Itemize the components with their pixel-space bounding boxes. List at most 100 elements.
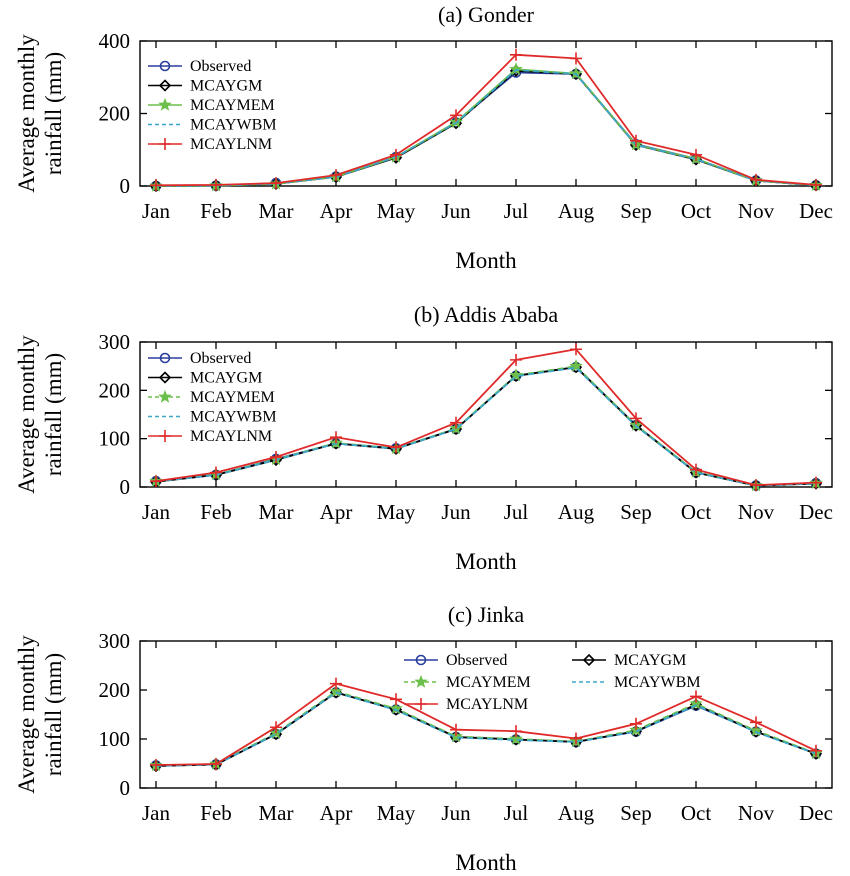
legend-marker-observed	[415, 654, 427, 666]
chart-title: (c) Jinka	[448, 602, 525, 627]
series-mcaylnm	[150, 677, 822, 771]
chart-panel-jinka: (c) Jinka 0 100 200 300 Jan Feb Mar Apr May Jun Jul…	[14, 602, 833, 875]
legend-item-observed: Observed	[148, 350, 251, 367]
legend-label-mcaymem: MCAYMEM	[190, 389, 275, 406]
legend-label-mcaylnm: MCAYLNM	[190, 428, 272, 445]
data-point-mcaylnm-jun	[450, 109, 462, 122]
x-tick-label-feb: Feb	[200, 199, 232, 223]
legend-item-observed: Observed	[404, 652, 507, 669]
series-line-mcaylnm	[155, 682, 817, 766]
y-axis-label: Average monthlyrainfall (mm)	[14, 34, 66, 193]
chart-panel-gonder: (a) Gonder 0 200 400 Jan Feb Mar Apr May Jun Jul Au…	[14, 2, 833, 273]
x-tick-label-oct: Oct	[681, 500, 711, 524]
x-tick-label-jul: Jul	[504, 199, 529, 223]
legend-marker-mcaylnm	[415, 698, 427, 710]
data-point-mcaylnm-jul	[510, 725, 522, 738]
x-tick-label-apr: Apr	[320, 199, 353, 223]
y-axis-label-line: rainfall (mm)	[41, 353, 66, 476]
data-point-mcaylnm-nov	[750, 173, 762, 186]
data-point-mcaylnm-mar	[270, 177, 282, 190]
x-tick-label-aug: Aug	[558, 199, 595, 223]
legend-label-mcaygm: MCAYGM	[190, 370, 262, 387]
data-point-mcaymem-may	[389, 701, 403, 715]
legend-marker-mcaygm	[582, 653, 596, 667]
data-point-mcaymem-jul	[509, 368, 523, 382]
legend-marker-observed	[159, 352, 171, 364]
data-point-mcaylnm-jul	[510, 353, 522, 366]
x-tick-label-may: May	[377, 500, 416, 524]
legend-marker-mcaylnm	[159, 430, 171, 442]
legend-marker-mcaymem	[414, 674, 428, 688]
x-tick-label-feb: Feb	[200, 500, 232, 524]
x-axis-label: Month	[455, 549, 517, 574]
x-tick-label-jul: Jul	[504, 801, 529, 825]
data-point-mcaymem-jul	[509, 731, 523, 745]
x-tick-label-oct: Oct	[681, 801, 711, 825]
data-point-mcaylnm-jan	[150, 179, 162, 192]
plot-area-frame	[139, 341, 833, 488]
data-point-mcaylnm-apr	[330, 431, 342, 444]
legend-item-mcaymem: MCAYMEM	[148, 97, 275, 114]
x-tick-label-jun: Jun	[441, 801, 471, 825]
data-point-mcaylnm-aug	[570, 343, 582, 356]
data-point-mcaylnm-oct	[690, 463, 702, 476]
data-point-mcaylnm-nov	[750, 716, 762, 729]
chart-panel-addis-ababa: (b) Addis Ababa 0 100 200 300 Jan Feb Mar Apr May…	[14, 302, 833, 574]
data-point-mcaylnm-may	[390, 441, 402, 454]
legend-label-observed: Observed	[446, 652, 507, 669]
y-axis-label-line: Average monthly	[14, 635, 39, 794]
data-point-mcaymem-aug	[569, 66, 583, 80]
data-point-mcaymem-jul	[509, 62, 523, 76]
data-point-mcaylnm-dec	[810, 178, 822, 191]
x-tick-label-sep: Sep	[620, 199, 652, 223]
y-tick-label: 0	[120, 475, 131, 499]
x-tick-label-sep: Sep	[620, 801, 652, 825]
x-tick-label-mar: Mar	[259, 199, 294, 223]
legend-label-observed: Observed	[190, 350, 251, 367]
x-axis-label: Month	[455, 850, 517, 875]
data-point-mcaymem-aug	[569, 359, 583, 372]
legend-label-mcaywbm: MCAYWBM	[190, 117, 277, 134]
x-axis-label: Month	[455, 248, 517, 273]
legend-item-mcaygm: MCAYGM	[572, 652, 686, 669]
data-point-mcaymem-apr	[329, 684, 343, 698]
data-point-mcaylnm-dec	[810, 476, 822, 489]
data-point-mcaymem-oct	[689, 696, 703, 710]
x-tick-label-jan: Jan	[142, 199, 170, 223]
data-point-mcaymem-jun	[449, 115, 463, 128]
data-point-mcaylnm-feb	[210, 466, 222, 479]
data-point-mcaylnm-may	[390, 693, 402, 706]
data-point-mcaylnm-nov	[750, 479, 762, 492]
x-tick-label-dec: Dec	[799, 500, 833, 524]
legend-marker-mcaygm	[158, 79, 172, 92]
x-tick-label-oct: Oct	[681, 199, 711, 223]
data-point-mcaylnm-oct	[690, 690, 702, 703]
y-axis-label-line: rainfall (mm)	[41, 653, 66, 776]
data-point-mcaylnm-jun	[450, 416, 462, 429]
series-mcaylnm	[150, 343, 822, 492]
data-point-mcaylnm-sep	[630, 134, 642, 147]
x-tick-label-apr: Apr	[320, 500, 353, 524]
data-point-mcaylnm-jul	[510, 48, 522, 61]
data-point-mcaylnm-dec	[810, 744, 822, 757]
data-point-mcaylnm-sep	[630, 412, 642, 425]
x-tick-label-nov: Nov	[738, 500, 775, 524]
legend-marker-observed	[159, 60, 171, 72]
y-axis-label-line: Average monthly	[14, 335, 39, 494]
series-mcaywbm	[155, 366, 817, 487]
legend-item-mcaylnm: MCAYLNM	[148, 136, 272, 153]
y-tick-label: 100	[99, 727, 131, 751]
legend-marker-mcaygm	[158, 371, 172, 384]
x-tick-label-jul: Jul	[504, 500, 529, 524]
series-mcaylnm	[150, 48, 822, 192]
legend: Observed MCAYGM MCAYMEM MCAYWBM MCAYLNM	[404, 652, 701, 713]
data-point-mcaylnm-apr	[330, 677, 342, 690]
x-tick-label-jan: Jan	[142, 500, 170, 524]
y-tick-label: 0	[120, 174, 131, 198]
chart-title: (b) Addis Ababa	[414, 302, 558, 327]
legend-item-mcaywbm: MCAYWBM	[572, 674, 701, 691]
data-point-mcaylnm-aug	[570, 52, 582, 65]
legend-item-mcaymem: MCAYMEM	[148, 389, 275, 406]
data-point-mcaylnm-feb	[210, 757, 222, 770]
